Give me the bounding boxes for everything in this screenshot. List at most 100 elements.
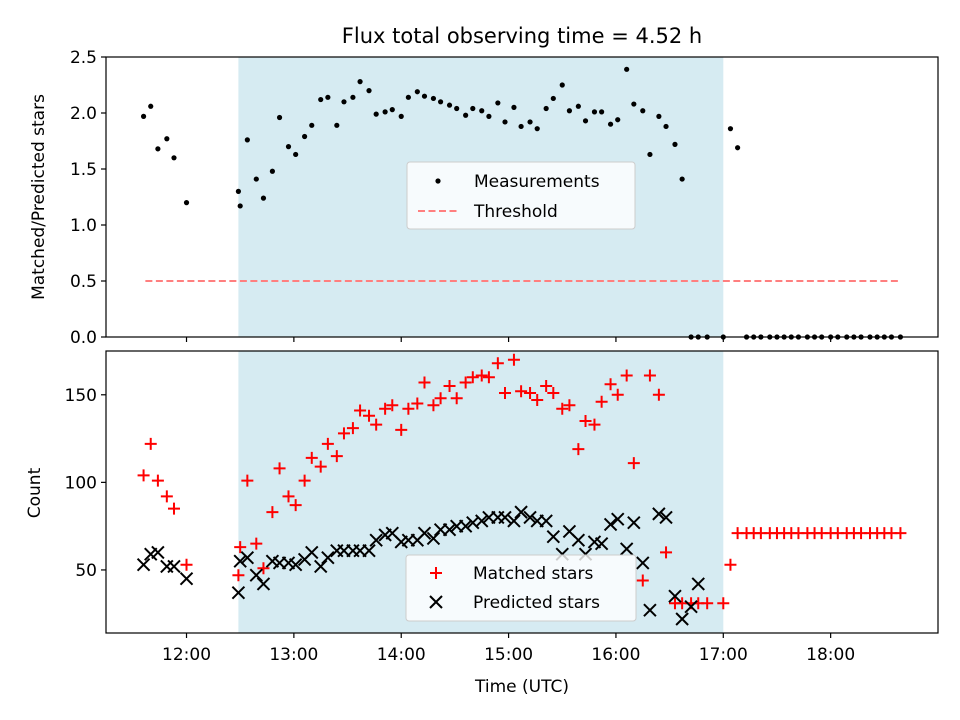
matched-star-point xyxy=(363,409,376,422)
predicted-star-point xyxy=(611,512,625,526)
bottom-panel-xlabel: Time (UTC) xyxy=(474,677,569,697)
top-legend-box xyxy=(406,161,636,230)
predicted-star-point xyxy=(249,568,264,582)
top-panel: 0.0 0.5 1.0 1.5 2.0 2.5 Matched/Predicted sta… xyxy=(29,48,939,348)
predicted-star-point xyxy=(256,577,271,591)
measurement-point xyxy=(446,102,453,108)
measurement-point xyxy=(454,105,460,112)
measurement-point xyxy=(405,94,411,100)
matched-star-point xyxy=(250,537,263,550)
bottom-panel: 50 100 150 12:00 13:00 14:00 15:00 16:00 17:00 1… xyxy=(25,350,939,697)
matched-star-point xyxy=(427,399,440,412)
matched-star-point xyxy=(611,388,624,401)
measurement-point xyxy=(164,136,170,142)
predicted-star-point xyxy=(668,589,682,603)
matched-star-point xyxy=(386,399,399,412)
matched-star-point xyxy=(717,597,730,610)
matched-star-point xyxy=(724,558,737,571)
matched-star-point xyxy=(411,397,424,410)
measurement-point xyxy=(479,108,485,114)
matched-star-point xyxy=(482,371,495,384)
predicted-star-point xyxy=(594,536,609,551)
matched-star-point xyxy=(450,392,463,405)
measurement-point xyxy=(253,176,259,182)
matched-star-point xyxy=(556,402,569,415)
matched-star-point xyxy=(257,562,270,575)
matched-star-point xyxy=(701,597,714,610)
predicted-star-point xyxy=(136,557,151,572)
matched-star-point xyxy=(402,402,415,415)
matched-star-point xyxy=(241,474,254,487)
predicted-star-point xyxy=(321,550,335,565)
measurement-point xyxy=(672,141,678,147)
bottom-legend-predicted-marker xyxy=(429,595,443,609)
measurement-point xyxy=(486,113,492,119)
matched-star-point xyxy=(305,451,318,464)
predicted-star-point xyxy=(442,522,457,537)
measurement-point xyxy=(615,117,621,123)
matched-star-point xyxy=(314,460,327,473)
matched-star-point xyxy=(370,418,383,431)
measurement-point xyxy=(244,137,250,143)
bottom-panel-frame xyxy=(105,350,939,634)
predicted-star-point xyxy=(305,545,319,560)
matched-star-point xyxy=(636,574,649,587)
measurement-point xyxy=(155,146,161,152)
measurement-point xyxy=(421,93,428,99)
top-ytick-label: 0.0 xyxy=(70,328,97,348)
bottom-xtick-label: 16:00 xyxy=(591,645,640,665)
top-ytick-label: 1.0 xyxy=(70,216,97,236)
measurement-point xyxy=(276,114,283,121)
matched-star-point xyxy=(475,369,488,382)
predicted-star-point xyxy=(684,600,698,614)
top-legend-measurements-marker xyxy=(435,178,441,184)
measurement-point xyxy=(624,66,630,72)
matched-star-point xyxy=(563,399,576,412)
bottom-legend-box xyxy=(405,554,637,622)
predicted-star-point xyxy=(288,557,303,572)
matched-star-point xyxy=(144,437,157,450)
matched-star-point xyxy=(507,353,520,366)
bottom-xtick-label: 18:00 xyxy=(806,645,855,665)
measurement-point xyxy=(334,122,340,128)
measurement-point xyxy=(518,123,524,130)
measurement-point xyxy=(591,109,598,115)
matched-star-point xyxy=(167,502,180,515)
measurement-point xyxy=(582,118,589,124)
bottom-ytick-label: 100 xyxy=(65,473,97,493)
matched-star-point xyxy=(330,450,343,463)
top-legend: Measurements Threshold xyxy=(406,161,636,230)
predicted-star-point xyxy=(231,586,246,600)
predicted-star-point xyxy=(507,514,521,528)
measurement-point xyxy=(183,200,190,206)
matched-star-point xyxy=(499,387,512,400)
measurement-point xyxy=(663,123,669,130)
matched-star-point xyxy=(282,490,295,503)
chart-title: Flux total observing time = 4.52 h xyxy=(342,24,702,48)
matched-star-point xyxy=(337,427,350,440)
top-ytick-label: 0.5 xyxy=(70,272,97,292)
predicted-star-point xyxy=(151,545,165,560)
matched-star-point xyxy=(266,506,279,519)
matched-star-point xyxy=(379,402,392,415)
matched-star-point xyxy=(273,462,286,475)
matched-star-point xyxy=(627,457,640,470)
predicted-star-point xyxy=(314,559,328,574)
measurement-point xyxy=(495,100,501,106)
measurement-point xyxy=(647,151,653,158)
measurement-point xyxy=(260,195,267,201)
measurement-point xyxy=(679,176,685,182)
measurement-point xyxy=(437,99,444,105)
measurement-point xyxy=(235,188,242,194)
predicted-star-point xyxy=(179,571,194,586)
measurement-point xyxy=(735,145,741,151)
measurement-point xyxy=(430,95,437,102)
measurement-point xyxy=(318,96,324,103)
matched-star-point xyxy=(620,369,633,382)
predicted-star-point xyxy=(426,531,441,546)
predicted-star-point xyxy=(643,603,657,617)
measurement-point xyxy=(373,111,379,117)
bottom-ytick-label: 150 xyxy=(65,386,97,406)
predicted-star-point xyxy=(233,554,247,568)
